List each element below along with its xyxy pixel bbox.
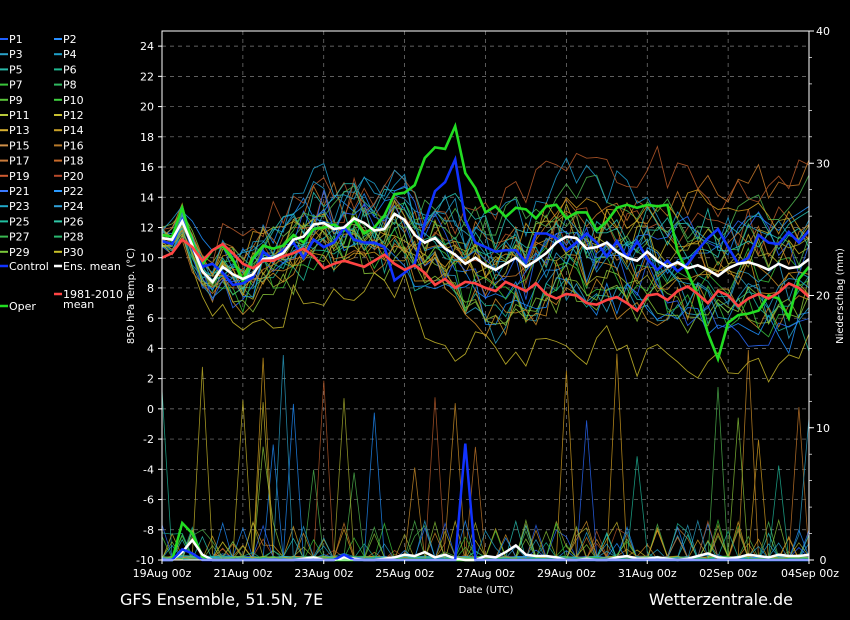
chart-title: Düsseldorf 40468 (DE) 850 hPa Temp. & Ni…: [108, 3, 743, 22]
y-tick-label: 4: [147, 342, 154, 355]
legend-entry: Ens. mean: [63, 260, 121, 273]
member-temp-line: [161, 189, 810, 297]
member-temp-line: [161, 212, 810, 294]
legend-entry: P5: [9, 63, 23, 76]
legend-entry: P15: [9, 139, 30, 152]
y-tick-label: -10: [136, 554, 154, 567]
y2-axis-label: Niederschlag (mm): [835, 248, 846, 344]
legend-entry: P18: [63, 155, 84, 168]
legend-entry: P26: [63, 215, 84, 228]
legend-entry: P25: [9, 215, 30, 228]
y-tick-label: 10: [140, 252, 154, 265]
y-tick-label: -4: [143, 463, 154, 476]
y-tick-label: 6: [147, 312, 154, 325]
temp-line-1981-2010-mean: [161, 237, 810, 313]
member-temp-line: [161, 218, 810, 334]
member-temp-line: [161, 202, 810, 309]
legend-entry: Oper: [9, 300, 36, 313]
x-tick-label: 23Aug 00z: [294, 567, 353, 580]
x-axis-label: Date (UTC): [459, 585, 514, 596]
x-tick-label: 27Aug 00z: [456, 567, 515, 580]
member-temp-line: [161, 210, 810, 297]
legend-entry: P6: [63, 63, 77, 76]
member-temp-line: [161, 234, 810, 383]
y-tick-label: 24: [140, 40, 154, 53]
legend-entry: P4: [63, 48, 77, 61]
legend-entry: P14: [63, 124, 84, 137]
y-tick-label: 14: [140, 191, 154, 204]
legend-entry: P11: [9, 109, 30, 122]
legend-entry: P21: [9, 185, 30, 198]
x-tick-label: 31Aug 00z: [618, 567, 677, 580]
legend-entry: P20: [63, 170, 84, 183]
y-axis-label: 850 hPa Temp. (°C): [126, 248, 137, 344]
x-tick-label: 04Sep 00z: [781, 567, 839, 580]
y-tick-label: -2: [143, 433, 154, 446]
y-tick-label: -8: [143, 524, 154, 537]
legend-entry: P9: [9, 94, 23, 107]
y-tick-label: 2: [147, 373, 154, 386]
legend-entry: P28: [63, 231, 84, 244]
y-tick-label: 0: [147, 403, 154, 416]
legend-entry: P13: [9, 124, 30, 137]
footer-model-info: GFS Ensemble, 51.5N, 7E: [120, 590, 323, 609]
x-tick-label: 21Aug 00z: [214, 567, 273, 580]
legend-entry: P24: [63, 200, 84, 213]
y2-tick-label: 30: [816, 157, 830, 170]
temp-line-oper: [161, 122, 810, 364]
member-precip-line: [161, 417, 810, 561]
legend-entry: P8: [63, 79, 77, 92]
legend-entry: Control: [9, 260, 49, 273]
legend-entry: P30: [63, 246, 84, 259]
member-temp-line: [161, 228, 810, 329]
x-tick-label: 25Aug 00z: [375, 567, 434, 580]
y-tick-label: 12: [140, 221, 154, 234]
footer-source: Wetterzentrale.de: [649, 590, 793, 609]
y-tick-label: 16: [140, 161, 154, 174]
legend-entry: P23: [9, 200, 30, 213]
x-tick-label: 02Sep 00z: [699, 567, 757, 580]
legend-entry: P29: [9, 246, 30, 259]
temp-line-control: [161, 155, 810, 287]
y2-tick-label: 0: [820, 554, 827, 567]
y-tick-label: 20: [140, 101, 154, 114]
legend-entry: mean: [63, 298, 94, 311]
member-lines: [161, 145, 810, 561]
y-tick-label: 22: [140, 70, 154, 83]
y2-tick-label: 40: [816, 25, 830, 38]
temp-line-ens-mean: [161, 212, 810, 284]
legend-entry: P12: [63, 109, 84, 122]
legend-entry: P19: [9, 170, 30, 183]
y-tick-label: 18: [140, 131, 154, 144]
y2-tick-label: 20: [816, 290, 830, 303]
member-temp-line: [161, 202, 810, 338]
legend-entry: P17: [9, 155, 30, 168]
member-temp-line: [161, 183, 810, 295]
legend-entry: 1981-2010: [63, 288, 123, 301]
legend-entry: P2: [63, 33, 77, 46]
legend-entry: P27: [9, 231, 30, 244]
legend-entry: P10: [63, 94, 84, 107]
member-temp-line: [161, 176, 810, 286]
axes-layer: -10-8-6-4-202468101214161820222401020304…: [133, 25, 840, 580]
legend-entry: P7: [9, 79, 23, 92]
legend-entry: P3: [9, 48, 23, 61]
x-tick-label: 29Aug 00z: [537, 567, 596, 580]
y-tick-label: -6: [143, 494, 154, 507]
legend-entry: P16: [63, 139, 84, 152]
y2-tick-label: 10: [816, 422, 830, 435]
legend-entry: P22: [63, 185, 84, 198]
x-tick-label: 19Aug 00z: [133, 567, 192, 580]
y-tick-label: 8: [147, 282, 154, 295]
legend: P1 P2 P3 P4 P5 P6 P7 P8 P9 P10 P11 P12 P13 P14 P15 P16 P…: [0, 33, 123, 313]
legend-entry: P1: [9, 33, 23, 46]
member-temp-line: [161, 162, 810, 320]
